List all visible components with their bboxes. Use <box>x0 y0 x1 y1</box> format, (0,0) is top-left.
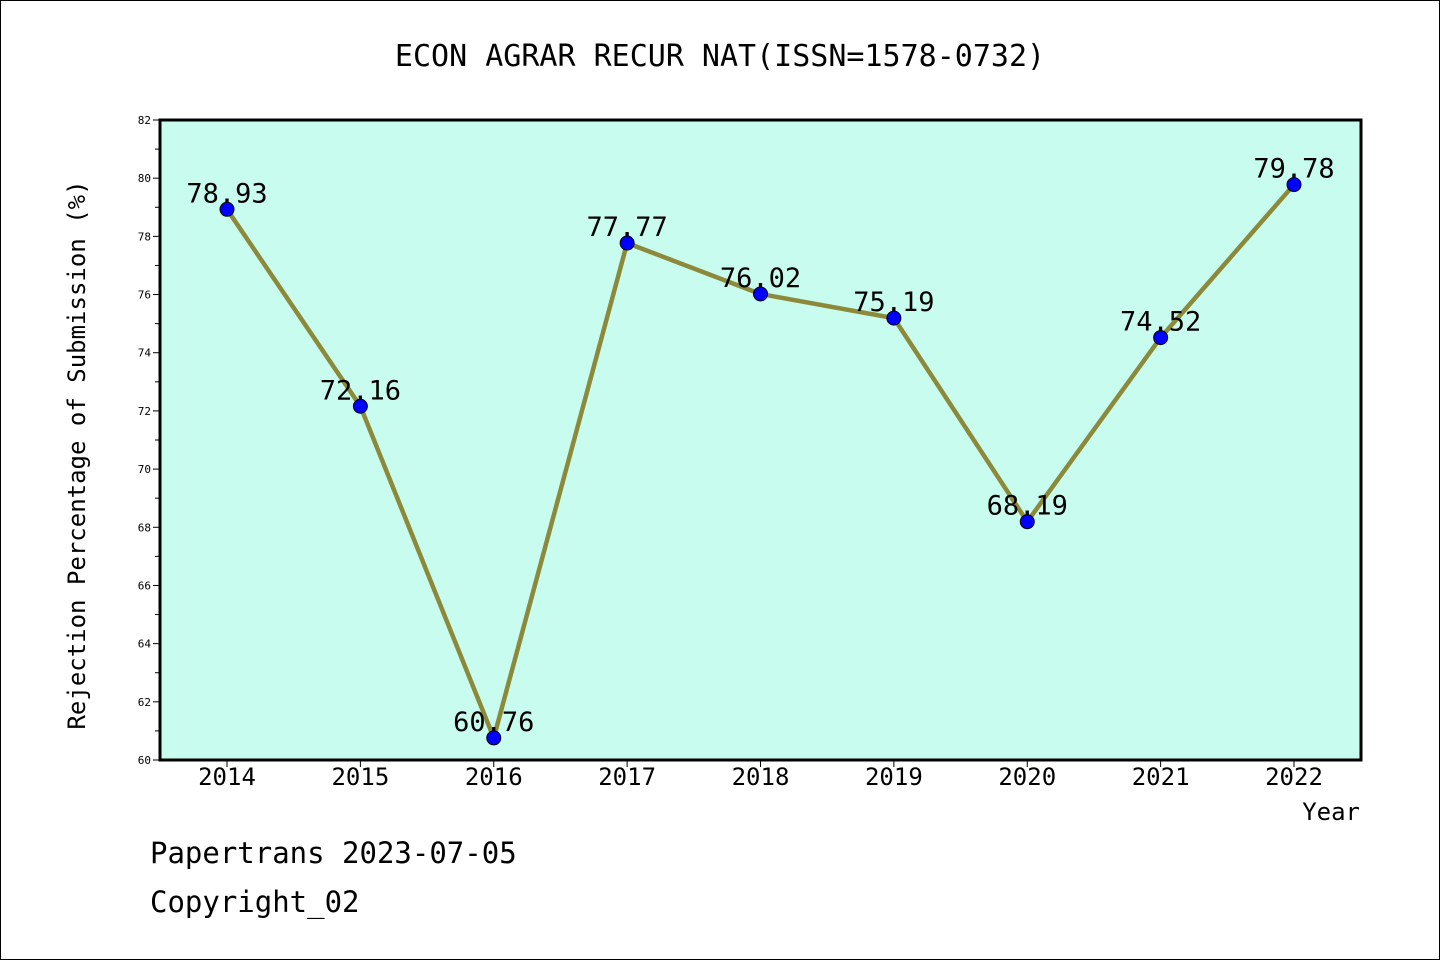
data-label: 72.16 <box>320 375 401 406</box>
x-tick-label: 2016 <box>465 763 523 791</box>
data-label: 60.76 <box>453 707 534 738</box>
data-point-marker <box>219 201 235 217</box>
y-tick-label: 78 <box>138 230 151 243</box>
data-point-marker <box>753 286 768 302</box>
data-label: 78.93 <box>186 178 267 209</box>
data-label: 75.19 <box>853 287 934 318</box>
y-tick-label: 70 <box>138 463 151 476</box>
data-point-marker <box>1286 177 1302 193</box>
y-tick-label: 60 <box>138 754 151 767</box>
y-axis-label: Rejection Percentage of Submission (%) <box>63 180 91 729</box>
x-tick-label: 2014 <box>198 763 256 791</box>
data-label: 76.02 <box>720 263 801 294</box>
y-tick-label: 62 <box>138 696 151 709</box>
data-point-marker <box>486 730 502 746</box>
footer-copyright-text: Copyright_02 <box>150 885 360 919</box>
x-tick-label: 2021 <box>1132 763 1190 791</box>
footer-date-text: Papertrans 2023-07-05 <box>150 836 517 870</box>
data-point-marker <box>886 310 902 326</box>
x-tick-label: 2017 <box>598 763 656 791</box>
data-label: 68.19 <box>987 491 1068 522</box>
data-label: 77.77 <box>586 212 667 243</box>
y-tick-label: 72 <box>138 405 151 418</box>
data-label: 74.52 <box>1120 307 1201 338</box>
y-tick-label: 68 <box>138 521 151 534</box>
y-tick-label: 74 <box>138 347 152 360</box>
data-point-marker <box>352 398 368 414</box>
data-point-marker <box>619 235 635 251</box>
chart-title: ECON AGRAR RECUR NAT(ISSN=1578-0732) <box>395 39 1045 74</box>
x-tick-label: 2015 <box>331 763 389 791</box>
data-point-marker <box>1153 330 1169 346</box>
data-label: 79.78 <box>1253 154 1334 185</box>
y-tick-label: 66 <box>138 579 151 592</box>
x-axis-label: Year <box>1302 798 1360 826</box>
data-point-marker <box>1019 514 1035 530</box>
x-tick-label: 2018 <box>732 763 790 791</box>
y-tick-label: 76 <box>138 289 151 302</box>
plot-area <box>158 118 1363 762</box>
y-tick-label: 64 <box>138 638 152 651</box>
x-tick-label: 2019 <box>865 763 923 791</box>
x-tick-label: 2020 <box>998 763 1056 791</box>
y-tick-label: 80 <box>138 172 151 185</box>
x-tick-label: 2022 <box>1265 763 1323 791</box>
y-tick-label: 82 <box>138 114 151 127</box>
